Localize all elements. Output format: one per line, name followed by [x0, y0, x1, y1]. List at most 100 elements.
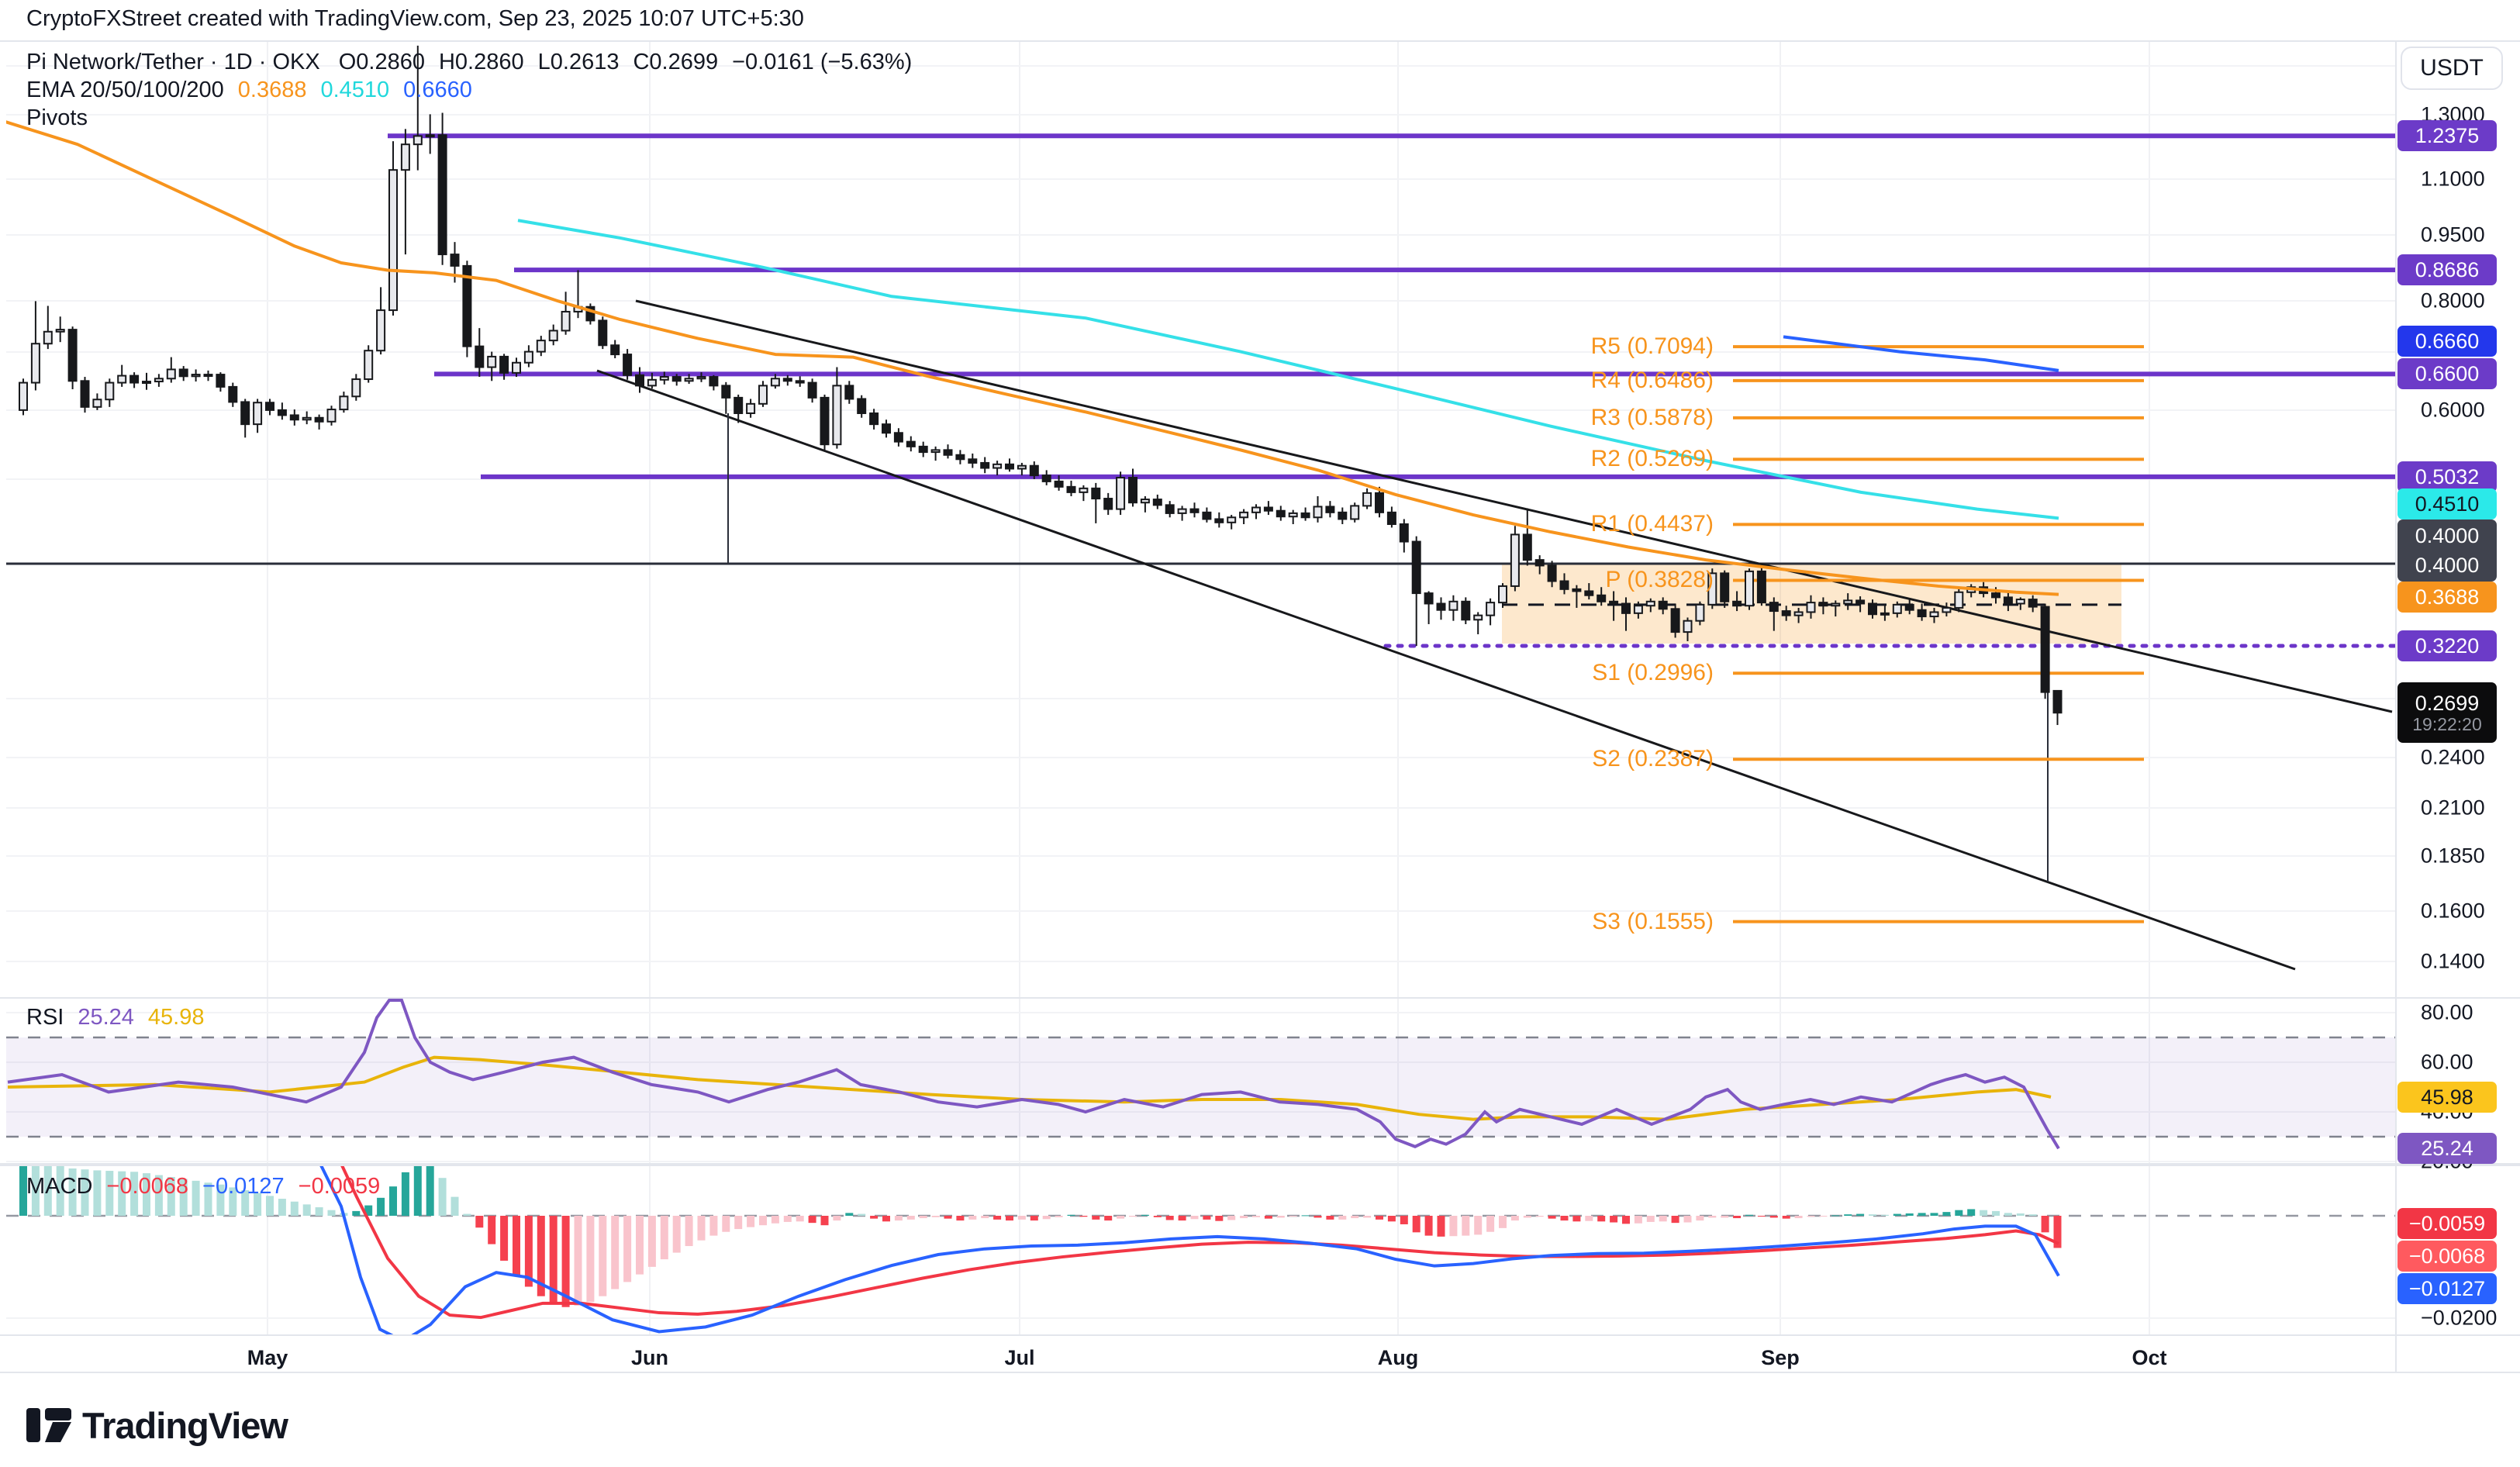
macd-histogram-bar [1252, 1216, 1260, 1217]
legend-value: −0.0059 [298, 1174, 381, 1199]
candle-up [19, 381, 28, 411]
candle-down [1670, 608, 1680, 633]
candle-down [277, 409, 287, 416]
price-badge: 0.3220 [2397, 630, 2497, 661]
macd-histogram-bar [1006, 1216, 1013, 1221]
macd-histogram-bar [1104, 1216, 1113, 1221]
double-badge-row: 0.4000 [2415, 554, 2480, 577]
candle-up [253, 402, 263, 426]
bar-countdown: 19:22:20 [2412, 713, 2482, 734]
candle-down [1189, 508, 1200, 513]
legend-value: H0.2860 [438, 50, 524, 74]
axis-tick: 0.1600 [2421, 899, 2485, 923]
price-pane[interactable] [0, 41, 2396, 998]
trendline[interactable] [596, 369, 2296, 971]
macd-histogram-bar [574, 1216, 582, 1306]
legend-value: 25.24 [78, 1005, 134, 1030]
macd-histogram-bar [1030, 1216, 1038, 1221]
macd-histogram-bar [771, 1216, 779, 1224]
macd-histogram-bar [1955, 1210, 1963, 1216]
macd-histogram-bar [1351, 1216, 1359, 1219]
macd-histogram-bar [759, 1216, 767, 1226]
candle-down [820, 396, 830, 446]
candle-up [1954, 591, 1964, 609]
candle-down [1991, 592, 2000, 599]
rsi-legend[interactable]: RSI 25.24 45.98 [26, 1005, 205, 1030]
macd-histogram-bar [118, 1171, 126, 1216]
candle-up [30, 343, 40, 384]
macd-histogram-bar [1486, 1216, 1495, 1232]
candle-down [1041, 475, 1051, 482]
time-axis-month: Jul [1004, 1346, 1035, 1369]
candle-up [142, 381, 151, 385]
pivots-legend[interactable]: Pivots [26, 105, 88, 131]
macd-histogram-bar [623, 1216, 632, 1282]
candle-up [1288, 512, 1298, 518]
macd-histogram-bar [1400, 1216, 1408, 1224]
macd-histogram-bar [647, 1216, 656, 1267]
candle-down [1128, 477, 1137, 504]
macd-histogram-bar [377, 1197, 385, 1216]
tradingview-logo[interactable]: TradingView [26, 1400, 288, 1450]
macd-histogram-bar [660, 1216, 668, 1260]
last-price-value: 0.2699 [2415, 691, 2480, 715]
ema-legend[interactable]: EMA 20/50/100/200 0.3688 0.4510 0.6660 [26, 78, 472, 103]
candle-down [1547, 564, 1557, 582]
candle-up [684, 378, 694, 382]
candle-up [425, 134, 435, 138]
rsi-pane[interactable] [6, 998, 2396, 1164]
macd-histogram-bar [919, 1216, 927, 1219]
trendline[interactable] [635, 299, 2393, 713]
candle-down [1522, 533, 1532, 561]
candle-up [302, 416, 312, 421]
currency-toggle-button[interactable]: USDT [2401, 47, 2503, 90]
candle-down [857, 398, 867, 414]
macd-histogram-bar [709, 1216, 718, 1236]
macd-histogram-bar [302, 1204, 311, 1216]
macd-pane[interactable] [6, 1051, 2396, 1341]
candle-down [1386, 511, 1396, 526]
candle-down [1818, 602, 1828, 607]
macd-histogram-bar [537, 1216, 545, 1296]
macd-histogram-bar [1905, 1213, 1914, 1216]
macd-histogram-bar [820, 1216, 829, 1226]
macd-histogram-bar [1757, 1216, 1766, 1217]
legend-value: 0.4510 [320, 78, 390, 102]
rsi-legend-label: RSI [26, 1005, 64, 1030]
macd-histogram-bar [1930, 1213, 1938, 1216]
candle-up [1929, 611, 1939, 618]
macd-histogram-bar [1276, 1216, 1285, 1218]
macd-histogram-bar [1585, 1216, 1593, 1221]
candle-up [400, 143, 410, 171]
candle-down [1152, 499, 1162, 506]
macd-histogram-bar [1560, 1216, 1569, 1221]
candle-up [1793, 611, 1804, 616]
symbol-legend[interactable]: Pi Network/Tether · 1D · OKX O0.2860 H0.2… [26, 50, 912, 75]
macd-histogram-bar [500, 1216, 509, 1261]
macd-histogram-bar [1079, 1216, 1088, 1217]
candle-up [1510, 533, 1520, 587]
time-axis-month: May [247, 1346, 288, 1369]
candle-up [1177, 508, 1187, 514]
candle-down [893, 432, 903, 443]
candle-up [351, 378, 361, 398]
candle-down [1325, 506, 1335, 513]
symbol-title: Pi Network/Tether · 1D · OKX [26, 50, 320, 74]
axis-tick: 80.00 [2421, 1000, 2473, 1024]
candle-up [523, 350, 533, 364]
macd-histogram-bar [1769, 1216, 1778, 1218]
macd-histogram-bar [956, 1216, 965, 1221]
legend-value: 0.3688 [237, 78, 307, 102]
candle-down [782, 378, 792, 382]
candle-up [1486, 602, 1496, 616]
macd-histogram-bar [1264, 1216, 1272, 1219]
macd-histogram-bar [204, 1182, 212, 1216]
macd-line [319, 1166, 2060, 1334]
candle-down [1609, 600, 1619, 605]
candle-down [635, 374, 644, 387]
axis-tick: 1.1000 [2421, 167, 2485, 191]
price-badge: 0.6660 [2397, 326, 2497, 357]
macd-legend[interactable]: MACD −0.0068 −0.0127 −0.0059 [26, 1174, 380, 1199]
macd-histogram-bar [1376, 1216, 1383, 1220]
